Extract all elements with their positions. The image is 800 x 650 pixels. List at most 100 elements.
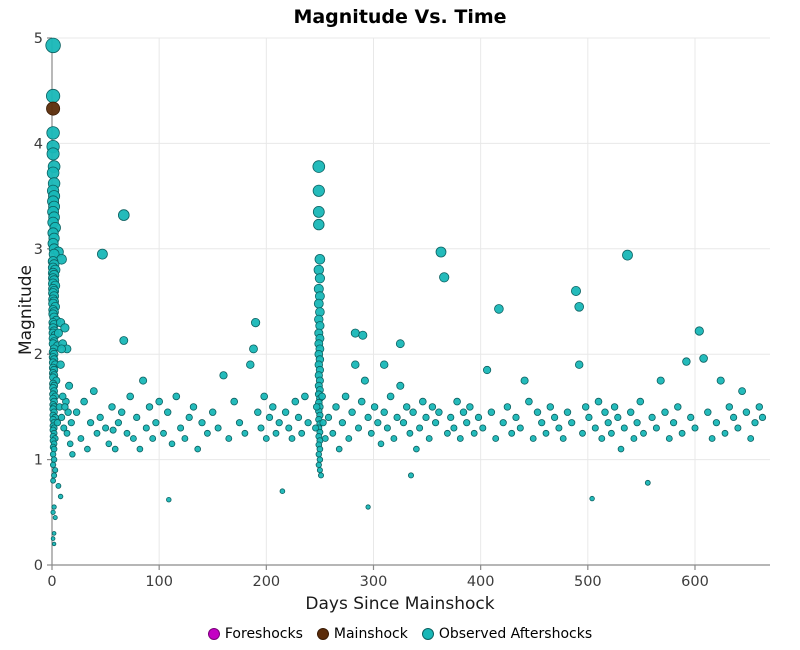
data-point <box>439 272 450 283</box>
data-point <box>525 397 533 406</box>
data-point <box>285 424 293 432</box>
data-point <box>678 429 686 437</box>
data-point <box>329 429 337 437</box>
data-point <box>589 495 595 502</box>
data-point <box>747 435 755 442</box>
x-tick-label: 500 <box>574 574 602 590</box>
data-point <box>315 451 322 458</box>
data-point <box>294 413 303 421</box>
data-point <box>312 160 326 173</box>
data-point <box>479 424 487 432</box>
data-point <box>332 403 340 411</box>
data-point <box>674 403 682 411</box>
data-point <box>93 429 101 437</box>
data-point <box>734 424 742 432</box>
data-point <box>312 184 325 197</box>
legend-label-foreshocks: Foreshocks <box>224 626 303 642</box>
data-point <box>230 397 239 406</box>
data-point <box>428 403 437 411</box>
data-point <box>661 408 669 416</box>
data-point <box>298 429 306 437</box>
data-point <box>520 376 529 385</box>
data-point <box>53 328 63 338</box>
data-point <box>601 408 609 416</box>
data-point <box>314 253 326 265</box>
data-point <box>374 419 382 427</box>
data-point <box>399 419 408 427</box>
data-point <box>377 440 385 448</box>
data-point <box>555 424 563 432</box>
data-point <box>64 408 72 416</box>
y-tick-label: 1 <box>34 453 43 469</box>
data-point <box>574 301 584 312</box>
data-point <box>425 435 433 442</box>
data-point <box>575 360 584 369</box>
data-point <box>390 435 398 442</box>
data-point <box>610 403 619 411</box>
data-point <box>288 435 296 442</box>
data-point <box>312 424 320 432</box>
data-point <box>393 413 401 421</box>
x-tick-label: 400 <box>467 574 495 590</box>
data-point <box>652 424 660 432</box>
data-point <box>447 413 455 421</box>
data-point <box>604 419 612 427</box>
data-point <box>246 360 255 369</box>
data-point <box>160 429 167 437</box>
data-point <box>55 482 62 489</box>
data-point <box>582 403 590 411</box>
data-point <box>102 424 110 432</box>
data-point <box>627 408 635 416</box>
data-point <box>129 435 137 442</box>
data-point <box>136 445 144 453</box>
data-point <box>395 339 405 349</box>
data-point <box>409 408 417 416</box>
data-point <box>77 435 85 442</box>
data-point <box>324 413 333 421</box>
data-point <box>281 408 290 416</box>
data-point <box>133 413 141 421</box>
data-point <box>665 435 673 442</box>
x-tick-label: 100 <box>145 574 173 590</box>
data-point <box>459 408 468 416</box>
data-point <box>317 472 324 479</box>
data-point <box>46 147 60 161</box>
data-point <box>152 419 160 427</box>
data-point <box>198 419 206 427</box>
data-point <box>52 515 58 521</box>
data-point <box>208 408 217 416</box>
data-point <box>46 126 60 140</box>
data-point <box>225 435 233 442</box>
data-point <box>89 387 98 396</box>
data-point <box>721 429 729 437</box>
data-point <box>105 440 113 448</box>
y-tick-label: 2 <box>34 347 43 363</box>
legend-item-aftershocks: Observed Aftershocks <box>421 626 592 642</box>
data-point <box>704 408 712 416</box>
data-point <box>189 403 198 411</box>
data-point <box>591 424 599 432</box>
data-point <box>51 541 57 547</box>
data-point <box>422 413 430 421</box>
data-point <box>111 445 119 453</box>
data-point <box>559 435 567 442</box>
data-point <box>338 419 346 427</box>
data-point <box>313 264 325 276</box>
data-point <box>620 424 628 432</box>
data-point <box>123 429 131 437</box>
data-point <box>640 429 647 437</box>
data-point <box>51 531 57 536</box>
data-point <box>716 376 725 385</box>
data-point <box>474 413 483 421</box>
data-point <box>617 445 625 453</box>
data-point <box>636 397 645 406</box>
data-point <box>403 403 411 411</box>
data-point <box>52 467 59 474</box>
data-point <box>46 101 61 116</box>
data-point <box>318 392 326 401</box>
data-point <box>149 435 157 442</box>
data-point <box>348 408 356 416</box>
data-point <box>315 321 325 331</box>
data-point <box>435 246 447 258</box>
data-point <box>494 304 504 314</box>
